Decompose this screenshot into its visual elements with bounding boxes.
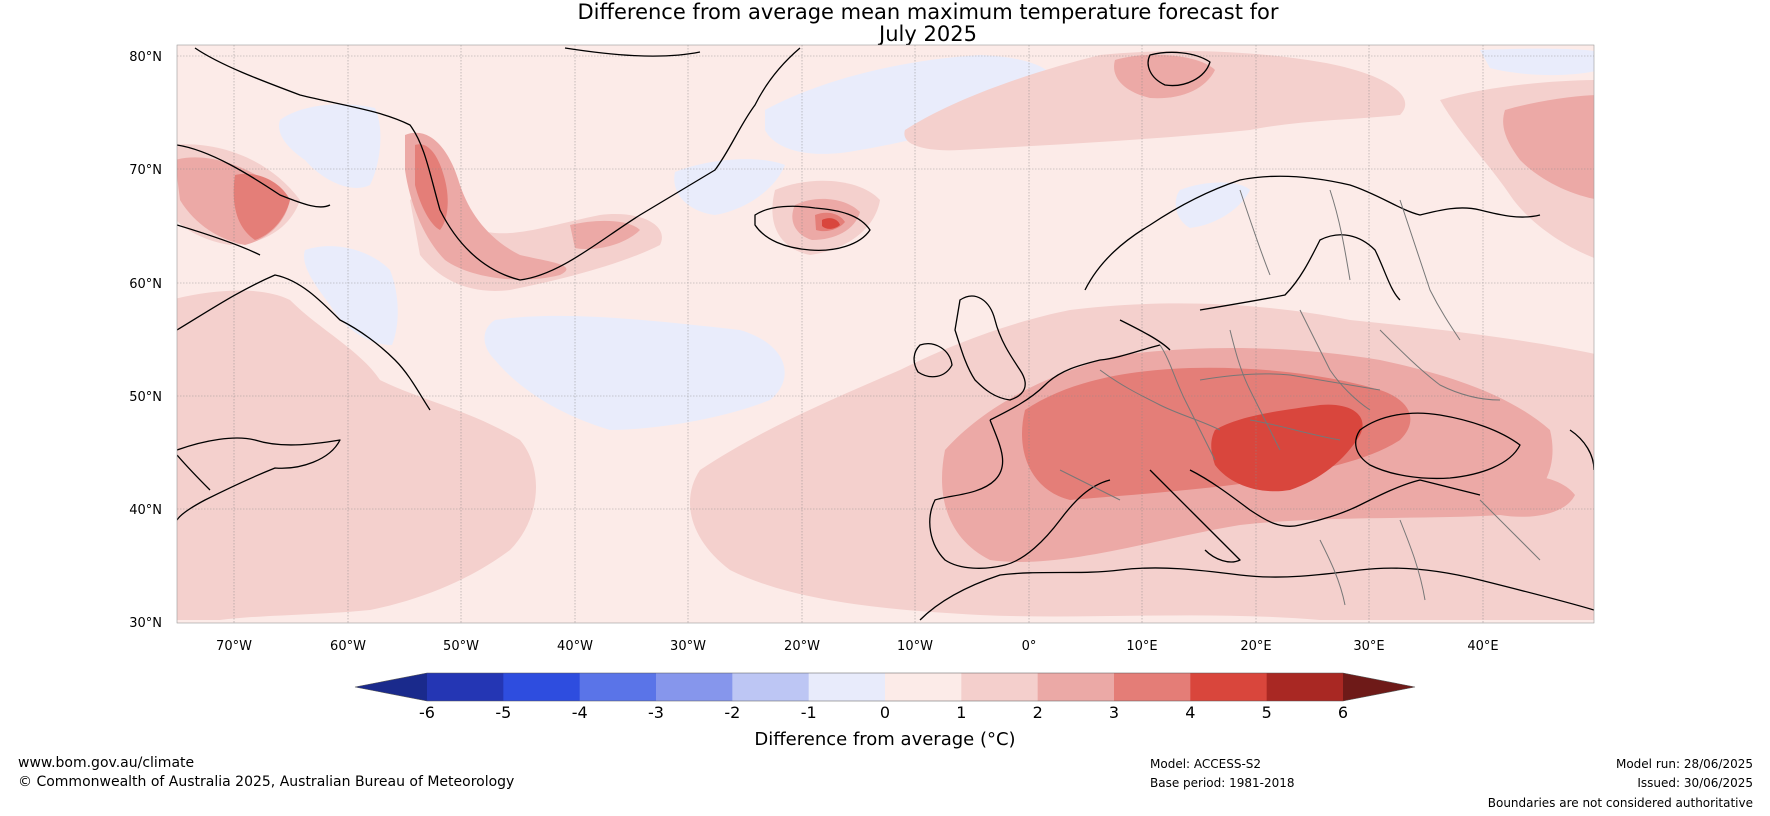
coast-balkans [1189, 469, 1481, 527]
colorbar-segment [656, 673, 733, 701]
lon-label: 60°W [330, 639, 366, 654]
coast-britain [913, 295, 1026, 401]
disclaimer-text: Boundaries are not considered authoritat… [1487, 796, 1753, 810]
colorbar-extension-low [355, 673, 427, 701]
colorbar-segment [732, 673, 810, 701]
colorbar-segment [427, 673, 504, 701]
lon-label: 0° [1022, 639, 1037, 654]
colorbar-tick-label: 1 [956, 703, 966, 722]
colorbar-tick-label: 2 [1033, 703, 1043, 722]
coast-greenland-n [564, 47, 701, 57]
colorbar-segment [808, 673, 886, 701]
colorbar-segment [1266, 673, 1344, 701]
lon-label: 20°W [784, 639, 820, 654]
model-run-text: Model run: 28/06/2025 [1615, 757, 1753, 771]
copyright-text: © Commonwealth of Australia 2025, Austra… [18, 774, 515, 790]
cool-region-barents [1480, 48, 1594, 76]
colorbar-outline [354, 672, 1416, 702]
colorbar-ticks: -6 -5 -4 -3 -2 -1 0 1 2 3 4 5 6 [419, 703, 1348, 722]
colorbar-segment [885, 673, 962, 701]
coast-scandinavia [1084, 175, 1541, 351]
coast-greenland [194, 47, 801, 281]
colorbar-tick-label: -1 [801, 703, 817, 722]
colorbar-tick-label: 6 [1338, 703, 1348, 722]
colorbar-tick-label: -5 [495, 703, 511, 722]
colorbar-tick-label: 5 [1262, 703, 1272, 722]
lat-label: 70°N [129, 163, 162, 178]
coast-italy [1149, 469, 1241, 563]
website-text: www.bom.gov.au/climate [18, 755, 195, 771]
map-title-month: July 2025 [879, 22, 977, 46]
colorbar-tick-label: 4 [1185, 703, 1195, 722]
coast-black-sea [1355, 412, 1521, 480]
lon-label: 10°W [897, 639, 933, 654]
colorbar-tick-label: -4 [572, 703, 588, 722]
lat-label: 80°N [129, 50, 162, 65]
colorbar-extension-high [1343, 673, 1415, 701]
map-frame [176, 44, 1595, 624]
lon-label: 10°E [1126, 639, 1157, 654]
warm-region-iceland-4 [822, 218, 840, 229]
warm-region-north-america [177, 290, 536, 620]
colorbar-segment [961, 673, 1039, 701]
lat-label: 40°N [129, 503, 162, 518]
cool-region-denmark-strait [674, 159, 785, 215]
coast-iceland [754, 205, 871, 251]
lat-label: 50°N [129, 390, 162, 405]
colorbar-segment [1190, 673, 1268, 701]
lon-label: 30°E [1353, 639, 1384, 654]
warm-region-labrador-3 [233, 173, 290, 240]
warm-region-arctic [904, 50, 1406, 151]
map-title: Difference from average mean maximum tem… [577, 0, 1279, 24]
lon-label: 20°E [1240, 639, 1271, 654]
warm-region-svalbard [1114, 54, 1215, 99]
anomaly-shading [177, 48, 1594, 620]
model-text: Model: ACCESS-S2 [1150, 757, 1262, 771]
cool-region-mid-atlantic [484, 315, 785, 430]
colorbar [354, 672, 1416, 702]
cool-region-baffin [279, 104, 381, 188]
national-borders [1059, 189, 1541, 606]
cool-region-norway [1175, 182, 1250, 228]
warm-region-kara [1503, 95, 1594, 199]
colorbar-segment [1114, 673, 1191, 701]
colorbar-tick-label: 3 [1109, 703, 1119, 722]
warm-region-caspian [1476, 475, 1575, 517]
colorbar-tick-label: -3 [648, 703, 664, 722]
lat-label: 60°N [129, 277, 162, 292]
longitude-labels: 70°W 60°W 50°W 40°W 30°W 20°W 10°W 0° 10… [216, 639, 1499, 654]
colorbar-segment [1037, 673, 1115, 701]
base-period-text: Base period: 1981-2018 [1150, 776, 1295, 790]
colorbar-title: Difference from average (°C) [754, 729, 1016, 750]
lon-label: 30°W [670, 639, 706, 654]
coast-svalbard [1147, 51, 1211, 87]
lon-label: 40°E [1467, 639, 1498, 654]
cool-region-greenland-sea [765, 55, 1054, 154]
colorbar-segment [579, 673, 657, 701]
coast-labrador [177, 274, 431, 521]
warm-region-greenland-sw [570, 220, 640, 250]
warm-region-greenland-east [405, 132, 567, 280]
colorbar-segment [503, 673, 581, 701]
coastlines [177, 47, 1594, 621]
latitude-labels: 80°N 70°N 60°N 50°N 40°N 30°N [129, 50, 162, 631]
lat-label: 30°N [129, 616, 162, 631]
coast-baffin [177, 144, 331, 256]
colorbar-tick-label: -2 [724, 703, 740, 722]
warm-region-balkans [1211, 404, 1363, 492]
graticule [177, 45, 1594, 623]
colorbar-tick-label: 0 [880, 703, 890, 722]
lon-label: 40°W [557, 639, 593, 654]
colorbar-tick-label: -6 [419, 703, 435, 722]
lon-label: 70°W [216, 639, 252, 654]
coast-north-africa [919, 567, 1594, 621]
issued-text: Issued: 30/06/2025 [1637, 776, 1753, 790]
coast-west-europe [929, 344, 1161, 569]
cool-region-labrador-sea [304, 246, 398, 345]
lon-label: 50°W [443, 639, 479, 654]
